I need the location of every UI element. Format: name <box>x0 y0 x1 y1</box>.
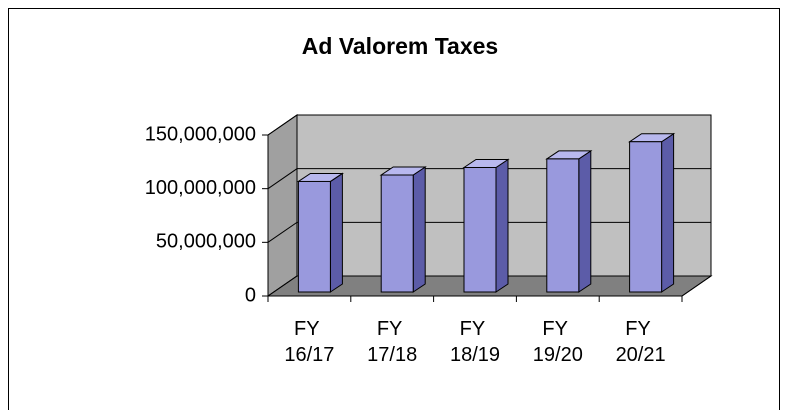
y-tick-label: 100,000,000 <box>145 177 256 199</box>
bar-side <box>578 149 592 293</box>
x-tick-label-line: 20/21 <box>616 344 666 366</box>
x-tick-label: FY 20/21 <box>616 318 666 366</box>
bar <box>545 149 593 293</box>
bar <box>627 132 676 293</box>
bar-front <box>297 180 331 293</box>
bar-front <box>380 174 414 293</box>
bar-front <box>546 158 580 293</box>
x-tick-label-line: FY <box>542 318 573 340</box>
x-tick-label-line: 17/18 <box>367 344 417 366</box>
bar <box>462 158 510 293</box>
bar <box>379 166 427 293</box>
y-tick-label: 50,000,000 <box>156 231 256 253</box>
bar <box>296 172 345 293</box>
x-tick-label-line: FY <box>460 318 491 340</box>
x-tick-label: FY 18/19 <box>450 318 500 366</box>
x-tick-label: FY 19/20 <box>533 318 583 366</box>
bar-side <box>412 166 426 293</box>
x-tick-label-line: FY <box>294 318 325 340</box>
y-tick-label: 0 <box>245 284 256 306</box>
bar-side <box>495 158 509 293</box>
x-tick-label-line: FY <box>625 318 656 340</box>
x-tick-label-line: 19/20 <box>533 344 583 366</box>
bar-front <box>463 166 497 293</box>
x-tick-label: FY 17/18 <box>367 318 417 366</box>
x-tick-label-line: 16/17 <box>284 344 334 366</box>
grid-line <box>267 114 711 136</box>
x-tick-label-line: FY <box>377 318 408 340</box>
x-tick-label-line: 18/19 <box>450 344 500 366</box>
side-wall <box>267 114 298 297</box>
bar-front <box>629 141 663 293</box>
y-tick-label: 150,000,000 <box>145 123 256 145</box>
x-tick-label: FY 16/17 <box>284 318 334 366</box>
chart-title: Ad Valorem Taxes <box>302 33 498 59</box>
bar-side <box>661 132 675 293</box>
bar-side <box>329 172 343 293</box>
